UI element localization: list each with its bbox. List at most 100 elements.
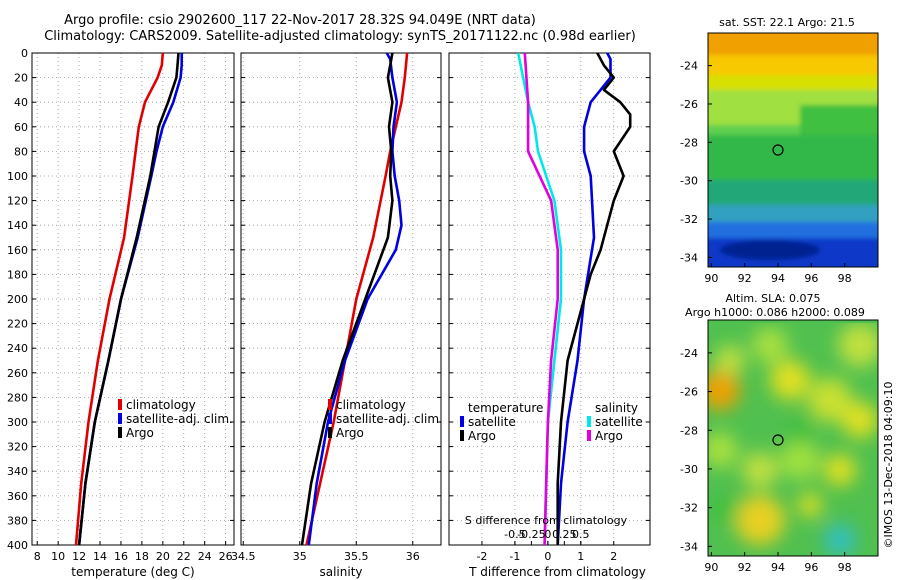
series-line-climatology — [74, 52, 165, 546]
map-y-tick-label: -32 — [680, 213, 698, 226]
map-y-tick-label: -32 — [680, 502, 698, 515]
x-tick-label: 26 — [219, 550, 233, 563]
map-x-tick-label: 94 — [771, 561, 785, 574]
inner-s-tick-label: 0.5 — [572, 528, 590, 541]
series-line-satellite-adj-clim- — [77, 53, 183, 546]
series-line-argo — [300, 52, 394, 546]
x-tick-label: 36 — [406, 550, 420, 563]
profile-panel-1: 0 20 40 60 80 100 120 140 160 180 200 220 240 260 280 3… — [7, 47, 235, 579]
legend-label: climatology — [126, 398, 196, 412]
y-tick-label: 60 — [14, 121, 28, 134]
legend-swatch — [587, 416, 591, 427]
y-tick-label: 340 — [7, 465, 28, 478]
x-tick-label: 0 — [544, 550, 551, 563]
map-x-tick-label: 98 — [838, 561, 852, 574]
map-x-tick-label: 90 — [704, 561, 718, 574]
copyright-label: ©IMOS 13-Dec-2018 04:09:10 — [882, 382, 895, 549]
y-tick-label: 0 — [21, 47, 28, 60]
sla-heatmap — [708, 320, 878, 556]
y-tick-label: 160 — [7, 244, 28, 257]
series-line-argo — [77, 52, 180, 546]
map-x-tick-label: 92 — [738, 272, 752, 285]
y-tick-label: 360 — [7, 490, 28, 503]
x-tick-label: 35 — [293, 550, 307, 563]
y-tick-label: 80 — [14, 145, 28, 158]
legend-swatch — [460, 430, 464, 441]
inner-s-tick-label: -0.5 — [504, 528, 525, 541]
profile-panel-2: 34.5 35 35.5 36 salinity climatologysatellite… — [231, 52, 443, 579]
x-tick-label: 8 — [34, 550, 41, 563]
x-tick-label: 18 — [135, 550, 149, 563]
y-tick-label: 180 — [7, 268, 28, 281]
y-tick-label: 220 — [7, 318, 28, 331]
series-line-t-argo — [556, 52, 632, 545]
y-tick-label: 400 — [7, 539, 28, 552]
series-line-t-satellite — [556, 52, 612, 546]
legend-label: climatology — [336, 398, 406, 412]
legend-label: Argo — [468, 429, 496, 443]
map-y-tick-label: -26 — [680, 386, 698, 399]
sla-map-title-2: Argo h1000: 0.086 h2000: 0.089 — [685, 306, 865, 319]
map-y-tick-label: -24 — [680, 347, 698, 360]
sla-axes: 90 92 94 96 98 -24 -26 -28 -30 -32 -34 — [680, 347, 852, 574]
map-y-tick-label: -28 — [680, 136, 698, 149]
inner-s-tick-label: 0.25 — [552, 528, 577, 541]
legend-label: Argo — [126, 426, 154, 440]
sst-argo-marker — [772, 144, 784, 156]
y-tick-label: 120 — [7, 195, 28, 208]
sst-heatmap — [708, 33, 878, 267]
sla-map-frame — [707, 319, 879, 557]
profile-panel-3: -2 -1 0 1 2 T difference from climatology temp… — [448, 52, 651, 579]
map-y-tick-label: -34 — [680, 251, 698, 264]
map-y-tick-label: -24 — [680, 60, 698, 73]
y-tick-label: 200 — [7, 293, 28, 306]
map-x-tick-label: 96 — [804, 272, 818, 285]
y-tick-label: 380 — [7, 514, 28, 527]
sst-axes: 90 92 94 96 98 -24 -26 -28 -30 -32 -34 — [680, 60, 852, 285]
sla-map-title-1: Altim. SLA: 0.075 — [725, 292, 820, 305]
y-tick-label: 100 — [7, 170, 28, 183]
legend-swatch — [328, 427, 332, 438]
y-tick-label: 300 — [7, 416, 28, 429]
x-axis-label: T difference from climatology — [468, 565, 646, 579]
legend-swatch — [587, 430, 591, 441]
y-tick-label: 20 — [14, 72, 28, 85]
sla-argo-marker — [772, 434, 784, 446]
map-y-tick-label: -34 — [680, 540, 698, 553]
series-line-s-argo — [523, 52, 560, 546]
y-tick-label: 40 — [14, 96, 28, 109]
legend-header-salinity: salinity — [595, 401, 638, 415]
x-tick-label: -1 — [509, 550, 520, 563]
legend-swatch — [328, 413, 332, 424]
series-line-s-satellite — [516, 52, 563, 546]
x-tick-label: 16 — [114, 550, 128, 563]
map-y-tick-label: -30 — [680, 463, 698, 476]
x-tick-label: 14 — [93, 550, 107, 563]
x-tick-label: 10 — [51, 550, 65, 563]
map-y-tick-label: -30 — [680, 175, 698, 188]
series-line-satellite-adj-clim- — [307, 52, 403, 546]
inner-s-tick-label: -0.25 — [517, 528, 545, 541]
map-x-tick-label: 92 — [738, 561, 752, 574]
sst-map-title: sat. SST: 22.1 Argo: 21.5 — [719, 16, 855, 29]
legend-swatch — [328, 399, 332, 410]
y-tick-label: 320 — [7, 441, 28, 454]
map-x-tick-label: 94 — [771, 272, 785, 285]
legend-label: satellite-adj. clim. — [126, 412, 233, 426]
inner-s-label: S difference from climatology — [465, 514, 628, 527]
map-y-tick-label: -28 — [680, 424, 698, 437]
legend-label: satellite — [595, 415, 643, 429]
x-tick-label: 35.5 — [344, 550, 369, 563]
x-tick-label: 1 — [577, 550, 584, 563]
y-tick-label: 240 — [7, 342, 28, 355]
sst-map-frame — [707, 32, 879, 268]
x-tick-label: 34.5 — [231, 550, 256, 563]
x-axis-label: salinity — [319, 565, 362, 579]
legend-swatch — [460, 416, 464, 427]
y-tick-label: 260 — [7, 367, 28, 380]
legend-label: satellite-adj. clim. — [336, 412, 443, 426]
title-line-2: Climatology: CARS2009. Satellite-adjuste… — [44, 29, 636, 44]
x-tick-label: 20 — [156, 550, 170, 563]
title-line-1: Argo profile: csio 2902600_117 22-Nov-20… — [64, 13, 536, 28]
